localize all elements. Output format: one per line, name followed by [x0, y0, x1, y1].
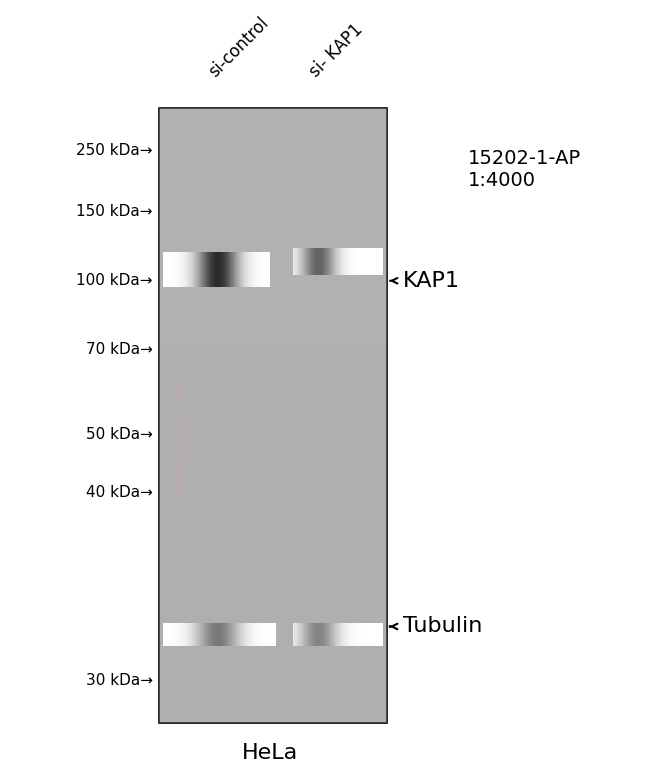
Text: 30 kDa→: 30 kDa→: [86, 673, 153, 688]
Bar: [159, 472, 387, 485]
Bar: [159, 422, 387, 434]
Bar: [159, 698, 387, 710]
Bar: [159, 597, 387, 610]
Bar: [159, 397, 387, 409]
Bar: [159, 246, 387, 259]
FancyBboxPatch shape: [159, 108, 387, 723]
Bar: [159, 234, 387, 246]
Bar: [159, 121, 387, 133]
Bar: [159, 610, 387, 622]
Bar: [159, 271, 387, 284]
Bar: [159, 296, 387, 309]
Text: 40 kDa→: 40 kDa→: [86, 485, 153, 499]
Text: si- KAP1: si- KAP1: [306, 20, 366, 81]
Bar: [159, 497, 387, 510]
Bar: [159, 409, 387, 422]
Bar: [159, 146, 387, 158]
Bar: [159, 585, 387, 597]
Text: 15202-1-AP
1:4000: 15202-1-AP 1:4000: [468, 149, 581, 190]
Text: 250 kDa→: 250 kDa→: [76, 143, 153, 158]
Text: si-control: si-control: [205, 14, 272, 81]
Bar: [159, 447, 387, 459]
Bar: [159, 334, 387, 347]
Text: 70 kDa→: 70 kDa→: [86, 343, 153, 358]
Bar: [159, 485, 387, 497]
Bar: [159, 158, 387, 171]
Bar: [159, 547, 387, 560]
Bar: [159, 622, 387, 635]
Bar: [159, 284, 387, 296]
Bar: [159, 347, 387, 359]
Bar: [159, 660, 387, 673]
Bar: [159, 372, 387, 384]
Text: 100 kDa→: 100 kDa→: [76, 274, 153, 289]
Bar: [159, 459, 387, 472]
Bar: [159, 710, 387, 723]
Text: WWW.PTGCA.COM: WWW.PTGCA.COM: [176, 381, 188, 495]
Bar: [159, 183, 387, 196]
Text: Tubulin: Tubulin: [403, 616, 482, 637]
Bar: [159, 321, 387, 334]
Bar: [159, 359, 387, 372]
Bar: [159, 384, 387, 397]
Bar: [159, 522, 387, 535]
Bar: [159, 635, 387, 648]
Bar: [159, 434, 387, 447]
Bar: [159, 108, 387, 121]
Bar: [159, 209, 387, 221]
Bar: [159, 572, 387, 585]
Text: 50 kDa→: 50 kDa→: [86, 427, 153, 442]
Bar: [159, 196, 387, 209]
Bar: [159, 309, 387, 321]
Bar: [159, 259, 387, 271]
Text: KAP1: KAP1: [403, 270, 460, 291]
Bar: [159, 221, 387, 234]
Text: HeLa: HeLa: [242, 743, 298, 764]
Text: 150 kDa→: 150 kDa→: [76, 204, 153, 219]
Bar: [159, 535, 387, 547]
Bar: [159, 133, 387, 146]
Bar: [159, 648, 387, 660]
Bar: [159, 510, 387, 522]
Bar: [159, 685, 387, 698]
Bar: [159, 560, 387, 572]
Bar: [159, 171, 387, 183]
Bar: [159, 673, 387, 685]
